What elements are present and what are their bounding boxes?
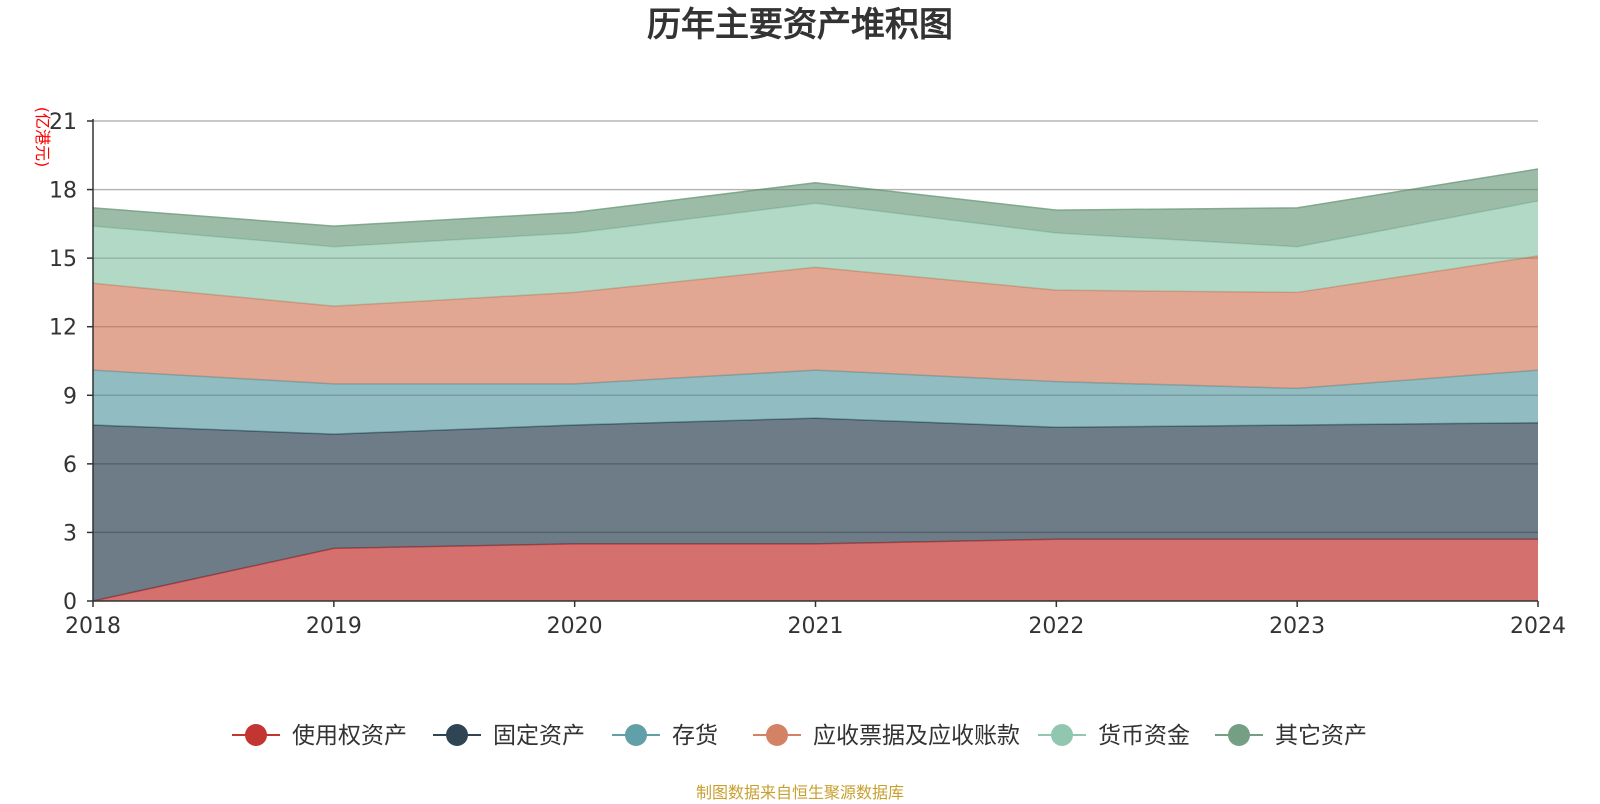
area-4 (93, 255, 1538, 389)
legend-marker (1228, 724, 1250, 746)
legend-item[interactable]: 使用权资产 (232, 723, 407, 749)
y-axis-unit-label: (亿港元) (33, 107, 52, 168)
y-tick-label: 0 (63, 590, 77, 615)
legend-item[interactable]: 应收票据及应收账款 (753, 723, 1020, 749)
x-tick-label: 2020 (547, 614, 603, 639)
legend-item[interactable]: 存货 (612, 723, 718, 749)
legend-marker (446, 724, 468, 746)
legend-label: 固定资产 (493, 723, 585, 749)
area-6 (93, 169, 1538, 247)
legend-marker (625, 724, 647, 746)
legend-item[interactable]: 其它资产 (1215, 723, 1367, 749)
area-3 (93, 370, 1538, 435)
area-2 (93, 418, 1538, 601)
y-tick-label: 15 (49, 247, 77, 272)
y-tick-label: 6 (63, 453, 77, 478)
legend-item[interactable]: 货币资金 (1038, 723, 1190, 749)
chart-title: 历年主要资产堆积图 (647, 5, 953, 45)
y-tick-label: 21 (49, 110, 77, 135)
y-tick-label: 3 (63, 521, 77, 546)
data-source-note: 制图数据来自恒生聚源数据库 (696, 783, 904, 800)
legend-label: 其它资产 (1275, 723, 1367, 749)
legend-marker (245, 724, 267, 746)
legend-marker (1051, 724, 1073, 746)
x-tick-label: 2021 (788, 614, 844, 639)
legend-label: 使用权资产 (292, 723, 407, 749)
y-tick-label: 12 (49, 316, 77, 341)
axes: 0 3 6 9 12 15 18 21 2018 2019 2020 2021 2022 2023 2024 (49, 110, 1566, 639)
legend: 使用权资产 固定资产 存货 应收票据及应收账款 货币资金 其它资产 (232, 723, 1367, 749)
legend-label: 货币资金 (1098, 723, 1190, 749)
area-1 (93, 539, 1538, 601)
area-edge-6 (92, 168, 1539, 227)
legend-label: 应收票据及应收账款 (813, 723, 1020, 749)
area-series (92, 168, 1539, 602)
x-tick-label: 2023 (1269, 614, 1325, 639)
x-tick-label: 2018 (65, 614, 121, 639)
x-tick-label: 2019 (306, 614, 362, 639)
x-tick-label: 2024 (1510, 614, 1566, 639)
y-tick-label: 18 (49, 179, 77, 204)
y-tick-label: 9 (63, 384, 77, 409)
area-5 (93, 201, 1538, 307)
x-tick-label: 2022 (1028, 614, 1084, 639)
legend-marker (766, 724, 788, 746)
legend-item[interactable]: 固定资产 (433, 723, 585, 749)
legend-label: 存货 (672, 723, 718, 749)
